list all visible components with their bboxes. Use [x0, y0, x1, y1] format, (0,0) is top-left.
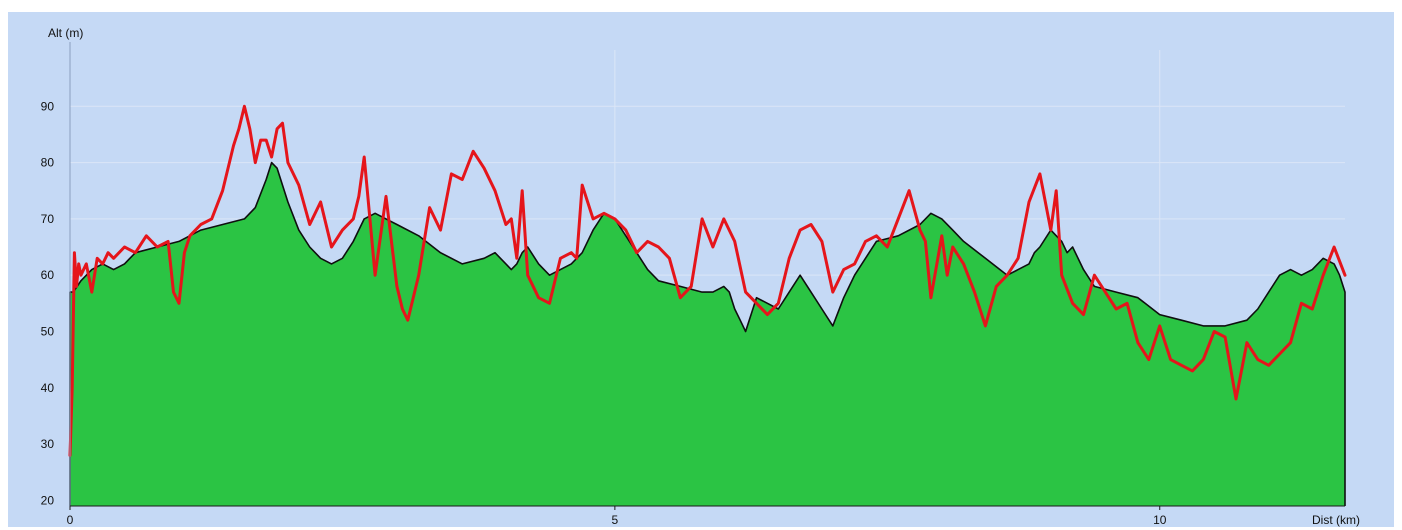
elevation-area	[70, 162, 1345, 506]
y-tick-label: 60	[41, 268, 55, 282]
y-tick-label: 70	[41, 212, 55, 226]
y-tick-label: 50	[41, 324, 55, 338]
x-tick-label: 0	[67, 513, 74, 527]
x-tick-label: 10	[1153, 513, 1167, 527]
y-tick-label: 40	[41, 381, 55, 395]
y-tick-label: 80	[41, 156, 55, 170]
line-layer	[68, 104, 1347, 457]
x-tick-label: 5	[612, 513, 619, 527]
area-layer	[69, 161, 1346, 506]
x-axis-title: Dist (km)	[1312, 513, 1360, 527]
y-tick-label: 90	[41, 99, 55, 113]
axis-layer: 20 30 40 50 60 70 80 90 0 5 10	[41, 42, 1345, 527]
y-axis-title: Alt (m)	[48, 26, 83, 40]
gps-altitude-line	[68, 104, 1347, 457]
y-tick-label: 30	[41, 437, 55, 451]
elevation-area-outline	[69, 161, 1346, 506]
y-tick-label: 20	[41, 493, 55, 507]
